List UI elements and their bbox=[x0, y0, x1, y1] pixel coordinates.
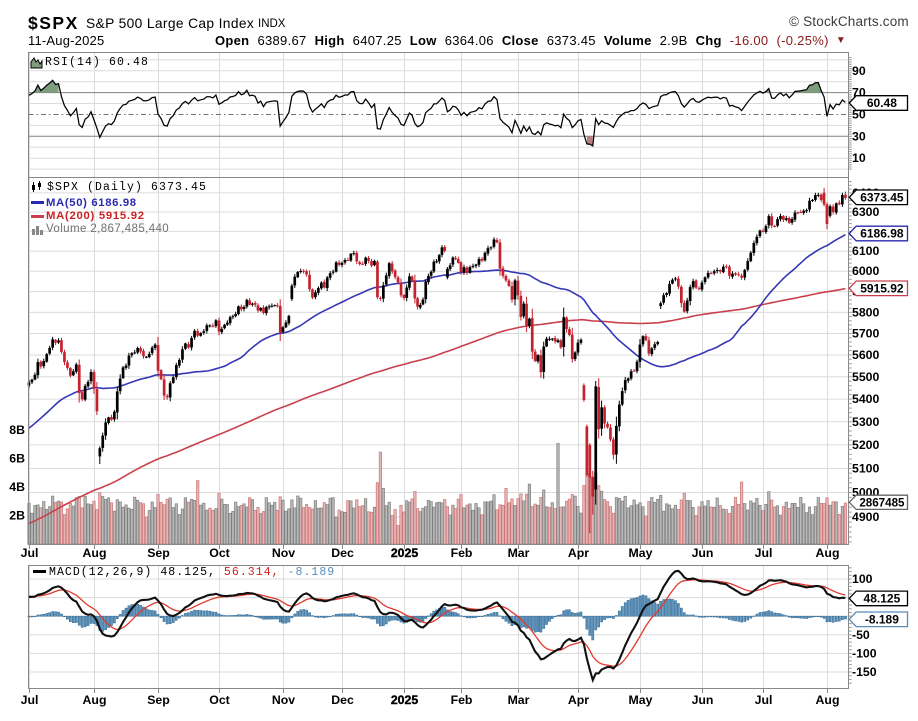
svg-text:100: 100 bbox=[852, 572, 873, 586]
svg-text:2025: 2025 bbox=[391, 546, 419, 560]
svg-text:5400: 5400 bbox=[852, 392, 880, 406]
svg-text:Mar: Mar bbox=[508, 693, 530, 707]
svg-text:6373.45: 6373.45 bbox=[860, 190, 904, 204]
svg-text:-150: -150 bbox=[852, 665, 877, 679]
svg-text:Aug: Aug bbox=[816, 693, 840, 707]
svg-text:Oct: Oct bbox=[209, 693, 230, 707]
svg-text:Jun: Jun bbox=[692, 546, 714, 560]
svg-text:5100: 5100 bbox=[852, 462, 880, 476]
svg-text:2867485: 2867485 bbox=[859, 496, 905, 509]
svg-text:Jul: Jul bbox=[21, 693, 39, 707]
svg-text:Nov: Nov bbox=[272, 546, 295, 560]
svg-text:Oct: Oct bbox=[209, 546, 230, 560]
svg-text:6B: 6B bbox=[9, 452, 25, 466]
svg-text:2025: 2025 bbox=[391, 693, 419, 707]
svg-text:Aug: Aug bbox=[83, 546, 107, 560]
svg-text:Apr: Apr bbox=[568, 693, 589, 707]
svg-text:Aug: Aug bbox=[816, 546, 840, 560]
svg-text:Jul: Jul bbox=[755, 546, 773, 560]
svg-text:Jun: Jun bbox=[692, 693, 714, 707]
svg-text:48.125: 48.125 bbox=[864, 591, 901, 605]
svg-text:Feb: Feb bbox=[451, 693, 473, 707]
svg-text:6300: 6300 bbox=[852, 205, 880, 219]
svg-text:5500: 5500 bbox=[852, 370, 880, 384]
svg-text:Feb: Feb bbox=[451, 546, 473, 560]
svg-text:6000: 6000 bbox=[852, 264, 880, 278]
svg-text:Jul: Jul bbox=[755, 693, 773, 707]
svg-text:Apr: Apr bbox=[568, 546, 589, 560]
svg-text:-8.189: -8.189 bbox=[865, 612, 899, 626]
svg-text:60.48: 60.48 bbox=[867, 96, 897, 110]
svg-text:6100: 6100 bbox=[852, 244, 880, 258]
svg-text:30: 30 bbox=[852, 129, 866, 143]
svg-text:May: May bbox=[629, 693, 653, 707]
svg-text:5800: 5800 bbox=[852, 305, 880, 319]
svg-text:4900: 4900 bbox=[852, 510, 880, 524]
svg-text:Sep: Sep bbox=[147, 546, 170, 560]
svg-text:May: May bbox=[629, 546, 653, 560]
svg-text:5200: 5200 bbox=[852, 438, 880, 452]
svg-text:50: 50 bbox=[852, 108, 866, 122]
svg-text:Mar: Mar bbox=[508, 546, 530, 560]
svg-text:Dec: Dec bbox=[331, 693, 354, 707]
svg-text:8B: 8B bbox=[9, 423, 25, 437]
svg-text:5700: 5700 bbox=[852, 327, 880, 341]
svg-text:Dec: Dec bbox=[331, 546, 354, 560]
svg-text:6186.98: 6186.98 bbox=[860, 227, 904, 241]
svg-text:Jul: Jul bbox=[21, 546, 39, 560]
svg-text:5600: 5600 bbox=[852, 348, 880, 362]
svg-text:-100: -100 bbox=[852, 646, 877, 660]
svg-text:-50: -50 bbox=[852, 628, 870, 642]
svg-text:10: 10 bbox=[852, 151, 866, 165]
svg-text:Aug: Aug bbox=[83, 693, 107, 707]
svg-text:90: 90 bbox=[852, 64, 866, 78]
svg-text:Sep: Sep bbox=[147, 693, 170, 707]
svg-text:Nov: Nov bbox=[272, 693, 295, 707]
svg-text:5915.92: 5915.92 bbox=[860, 281, 904, 295]
svg-text:5300: 5300 bbox=[852, 415, 880, 429]
svg-text:2B: 2B bbox=[9, 509, 25, 523]
svg-text:4B: 4B bbox=[9, 480, 25, 494]
